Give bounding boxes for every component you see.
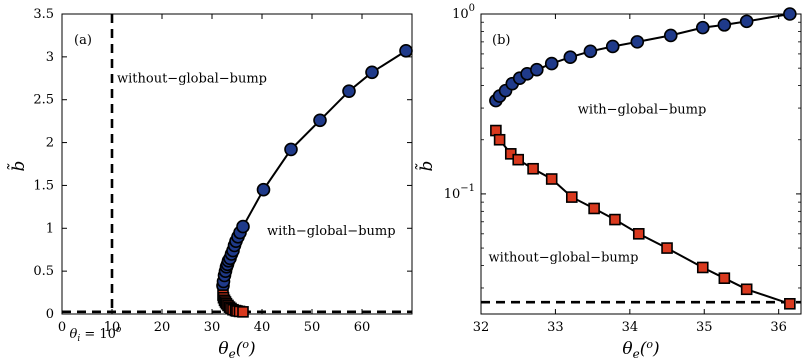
panel-a-xtick-label: 20 — [154, 320, 171, 335]
panel-a-xlabel: θe(o) — [218, 338, 255, 361]
panel-a-ytick-label: 3.5 — [33, 7, 54, 22]
panel-a-frame — [61, 13, 413, 315]
panel-b-square-marker — [512, 153, 525, 166]
panel-b: 32 33 34 35 36 10−1 100 (b) with−global−bump wi… — [415, 3, 802, 361]
panel-a-xtick-label: 10 — [104, 320, 121, 335]
panel-b-annotation-0: with−global−bump — [578, 102, 707, 117]
panel-b-square-marker — [661, 242, 673, 254]
panel-b-circle-marker — [695, 20, 710, 35]
panel-b-circle-marker — [605, 39, 620, 54]
panel-b-square-marker — [545, 173, 558, 185]
panel-b-square-marker — [504, 148, 517, 160]
panel-a: 0 10 20 30 40 50 60 0 0.5 1 1.5 2 2.5 3 3.5 (a) withou… — [7, 7, 413, 361]
panel-a-circle-marker — [399, 44, 413, 58]
panel-b-square-marker — [784, 297, 796, 310]
panel-b-square-marker — [632, 228, 645, 240]
panel-a-label: (a) — [74, 33, 92, 48]
panel-a-xtick-label: 40 — [254, 320, 271, 335]
panel-a-circle-marker — [365, 65, 379, 80]
panel-b-square-marker — [493, 133, 506, 146]
panel-a-circle-marker — [236, 219, 250, 234]
panel-a-ytick-label: 0 — [46, 307, 54, 322]
panel-a-xtick-label: 0 — [58, 320, 66, 335]
panel-b-square-marker — [609, 213, 621, 226]
panel-a-ytick-label: 1.5 — [33, 178, 54, 193]
panel-a-annotation-1: with−global−bump — [267, 224, 396, 239]
panel-b-ytick-label: 100 — [452, 3, 475, 22]
panel-b-xtick-label: 34 — [622, 320, 639, 335]
panel-b-frame — [480, 13, 802, 315]
panel-a-annotation-2: θi = 10o — [70, 325, 122, 344]
panel-b-circle-marker — [717, 18, 732, 32]
panel-b-xtick-label: 32 — [473, 320, 490, 335]
panel-b-square-marker — [527, 162, 539, 175]
panel-b-annotation-1: without−global−bump — [488, 251, 638, 266]
panel-b-square-marker — [565, 191, 578, 203]
panel-b-circle-marker — [563, 50, 578, 65]
panel-a-xtick-label: 50 — [304, 320, 321, 335]
panel-a-circle-marker — [313, 113, 327, 128]
panel-b-circle-marker — [544, 56, 559, 71]
panel-b-circle-marker — [630, 35, 645, 49]
panel-a-ytick-label: 0.5 — [33, 264, 54, 279]
panel-b-circle-marker — [530, 62, 544, 77]
panel-b-square-marker — [740, 283, 753, 296]
panel-a-ytick-label: 2.5 — [33, 93, 54, 108]
panel-b-series-line-1 — [494, 130, 791, 305]
panel-b-square-marker — [696, 261, 709, 274]
panel-b-label: (b) — [492, 33, 510, 48]
panel-a-ylabel: b̃ — [7, 161, 29, 172]
panel-a-square-marker — [237, 306, 249, 318]
panel-b-circle-marker — [583, 44, 598, 59]
panel-b-ylabel: b̃ — [415, 161, 437, 172]
panel-b-circle-marker — [663, 28, 678, 43]
panel-b-circle-marker — [739, 14, 754, 29]
panel-a-xtick-label: 60 — [354, 320, 371, 335]
panel-b-xtick-label: 36 — [770, 320, 787, 335]
panel-b-xtick-label: 35 — [696, 320, 713, 335]
panel-a-annotation-0: without−global−bump — [117, 72, 267, 87]
panel-a-ytick-label: 2 — [46, 136, 54, 151]
panel-a-xtick-label: 30 — [204, 320, 221, 335]
panel-a-circle-marker — [256, 182, 271, 197]
panel-b-square-marker — [718, 272, 731, 284]
panel-a-circle-marker — [284, 142, 298, 157]
panel-b-xtick-label: 33 — [547, 320, 564, 335]
panel-a-circle-marker — [342, 84, 356, 98]
panel-b-circle-marker — [783, 7, 797, 21]
panel-b-square-marker — [588, 202, 600, 215]
panel-b-ytick-label: 10−1 — [444, 183, 475, 202]
panel-a-ytick-label: 3 — [46, 50, 54, 65]
panel-a-ytick-label: 1 — [46, 221, 54, 236]
panel-b-xlabel: θe(o) — [622, 338, 659, 361]
